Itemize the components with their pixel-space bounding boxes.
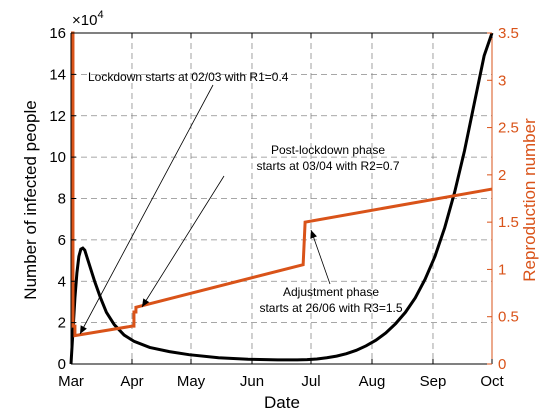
y-right-tick-label: 0 <box>498 356 506 373</box>
y-left-tick-label: 4 <box>58 273 66 290</box>
annotation-line: Post-lockdown phase <box>271 143 385 157</box>
x-tick-label: May <box>177 373 206 390</box>
annotation-arrow-head <box>142 298 150 307</box>
y-axis-left-label: Number of infected people <box>21 100 40 299</box>
y-axis-right-label: Reproduction number <box>520 118 539 282</box>
y-right-tick-label: 3.5 <box>498 25 519 42</box>
annotation-line: starts at 26/06 with R3=1.5 <box>259 301 402 315</box>
annotation-line: Adjustment phase <box>283 285 379 299</box>
y-left-tick-label: 2 <box>58 315 66 332</box>
x-axis-label: Date <box>264 393 300 412</box>
y-left-exponent-power: 4 <box>97 9 103 21</box>
x-tick-label: Oct <box>480 373 504 390</box>
y-left-tick-label: 14 <box>49 66 66 83</box>
x-tick-label: Apr <box>120 373 143 390</box>
y-left-tick-label: 8 <box>58 191 66 208</box>
x-tick-label: Jun <box>240 373 264 390</box>
y-right-tick-label: 1.5 <box>498 214 519 231</box>
x-tick-label: Jul <box>301 373 320 390</box>
annotation-line: starts at 03/04 with R2=0.7 <box>256 159 399 173</box>
annotation-arrow-line <box>310 229 331 285</box>
series-line-infected <box>69 32 494 365</box>
y-left-tick-label: 6 <box>58 232 66 249</box>
y-left-tick-label: 0 <box>58 356 66 373</box>
y-right-tick-label: 0.5 <box>498 309 519 326</box>
annotation-post-lockdown: Post-lockdown phase starts at 03/04 with … <box>256 143 399 173</box>
annotation-adjustment: Adjustment phase starts at 26/06 with R3=… <box>259 285 402 315</box>
y-left-tick-label: 10 <box>49 149 66 166</box>
annotation-lockdown: Lockdown starts at 02/03 with R1=0.4 <box>88 70 289 84</box>
annotation-arrow-head <box>80 325 87 334</box>
y-left-exponent: ×104 <box>72 9 104 29</box>
y-right-tick-label: 2.5 <box>498 120 519 137</box>
x-tick-label: Sep <box>420 373 447 390</box>
y-left-tick-label: 12 <box>49 108 66 125</box>
x-tick-label: Aug <box>359 373 386 390</box>
x-tick-label: Mar <box>58 373 84 390</box>
y-right-tick-label: 2 <box>498 167 506 184</box>
series-line-reproduction <box>71 31 493 338</box>
annotation-line: Lockdown starts at 02/03 with R1=0.4 <box>88 70 289 84</box>
annotation-arrow-head <box>310 230 317 239</box>
y-left-tick-label: 16 <box>49 25 66 42</box>
y-left-exponent-base: ×10 <box>72 12 97 29</box>
axes-group: Mar Apr May Jun Jul Aug Sep Oct024681012141600.… <box>49 25 519 390</box>
y-right-tick-label: 3 <box>498 72 506 89</box>
y-right-tick-label: 1 <box>498 261 506 278</box>
annotations-group: Lockdown starts at 02/03 with R1=0.4 Post… <box>79 70 403 335</box>
series-group <box>69 31 494 365</box>
annotation-arrow-line <box>79 84 214 335</box>
annotation-arrow-line <box>141 175 225 308</box>
